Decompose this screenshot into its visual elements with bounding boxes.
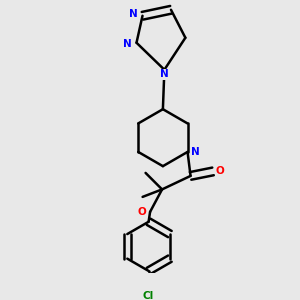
Text: N: N [128,9,137,19]
Text: O: O [137,207,146,217]
Text: O: O [215,167,224,176]
Text: N: N [191,147,200,157]
Text: N: N [122,39,131,49]
Text: N: N [160,69,169,79]
Text: Cl: Cl [143,290,154,300]
